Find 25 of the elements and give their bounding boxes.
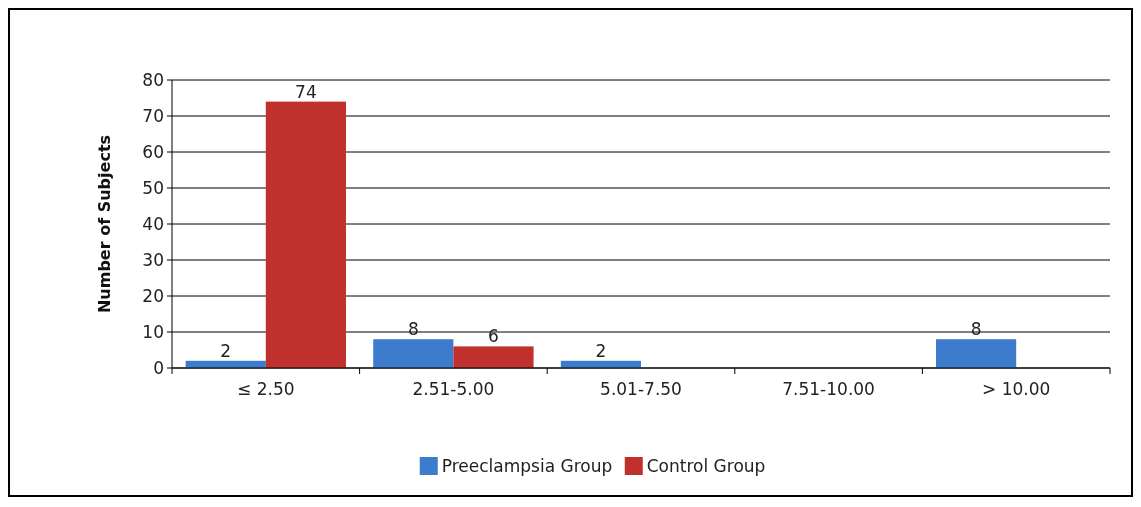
x-tick-label: 5.01-7.50 [600,379,682,399]
y-tick-label: 60 [142,141,164,162]
data-label: 6 [488,326,499,347]
y-tick-label: 70 [142,105,164,126]
y-tick-label: 10 [142,321,164,342]
y-tick-label: 0 [153,357,164,378]
y-tick-label: 20 [142,285,164,306]
y-tick-label: 50 [142,177,164,198]
x-tick-label: 7.51-10.00 [782,379,875,399]
data-label: 2 [220,340,232,361]
legend-label: Preeclampsia Group [441,455,613,476]
data-label: 2 [595,340,607,361]
y-tick-label: 30 [142,249,164,270]
y-tick-label: 80 [142,69,164,90]
bar [936,339,1017,368]
bar [373,339,454,368]
y-tick-label: 40 [142,213,164,234]
x-tick-label: > 10.00 [982,379,1051,399]
legend-label: Control Group [646,455,766,476]
bar [265,101,346,368]
x-tick-label: ≤ 2.50 [237,379,295,399]
bar [453,346,534,368]
data-label: 74 [295,81,317,102]
x-tick-label: 2.51-5.00 [412,379,495,399]
y-axis-title: Number of Subjects [95,134,114,314]
